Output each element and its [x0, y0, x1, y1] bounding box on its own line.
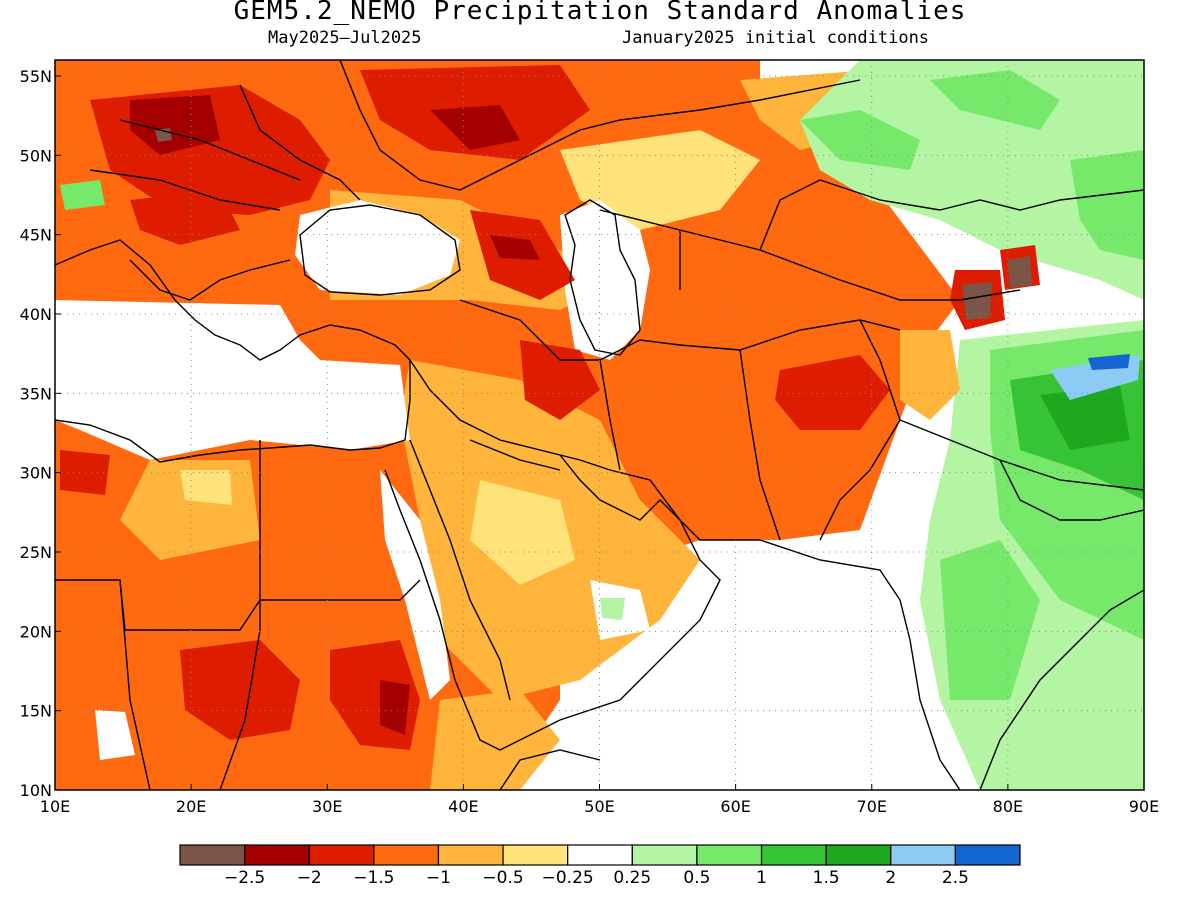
lat-tick-label: 20N — [20, 622, 52, 641]
colorbar-swatch — [308, 844, 375, 866]
lat-tick-label: 50N — [20, 146, 52, 165]
forecast-period: May2025–Jul2025 — [268, 28, 422, 48]
lon-tick-label: 20E — [176, 797, 206, 816]
map-title: GEM5.2_NEMO Precipitation Standard Anoma… — [233, 0, 967, 26]
colorbar-swatch — [373, 844, 440, 866]
colorbar-swatch — [437, 844, 504, 866]
colorbar-label: 0.25 — [613, 868, 651, 888]
colorbar-label: 2.5 — [942, 868, 969, 888]
lat-tick-label: 15N — [20, 702, 52, 721]
colorbar-label: −1 — [426, 868, 451, 888]
lon-tick-label: 40E — [448, 797, 478, 816]
lon-tick-label: 50E — [584, 797, 614, 816]
colorbar-label: 1 — [756, 868, 767, 888]
lat-tick-label: 25N — [20, 543, 52, 562]
colorbar-label: −0.25 — [542, 868, 594, 888]
initial-conditions: January2025 initial conditions — [622, 28, 930, 48]
colorbar-swatch — [502, 844, 569, 866]
colorbar-label: 2 — [885, 868, 896, 888]
colorbar-swatch — [179, 844, 246, 866]
lat-tick-label: 40N — [20, 305, 52, 324]
colorbar-label: −1.5 — [353, 868, 394, 888]
colorbar-label: 1.5 — [813, 868, 840, 888]
lat-tick-label: 45N — [20, 226, 52, 245]
colorbar-label: −0.5 — [482, 868, 523, 888]
lon-tick-label: 70E — [857, 797, 887, 816]
lat-tick-label: 30N — [20, 464, 52, 483]
lon-tick-label: 10E — [40, 797, 70, 816]
lon-tick-label: 80E — [993, 797, 1023, 816]
colorbar-label: 0.5 — [683, 868, 710, 888]
colorbar-swatch — [954, 844, 1021, 866]
anomaly-field — [55, 60, 1144, 790]
lat-tick-label: 10N — [20, 781, 52, 800]
colorbar-label: −2 — [297, 868, 322, 888]
colorbar-swatch — [696, 844, 763, 866]
lat-tick-label: 35N — [20, 384, 52, 403]
colorbar-swatch — [244, 844, 310, 866]
lon-tick-label: 60E — [720, 797, 750, 816]
colorbar-swatch — [567, 844, 633, 866]
colorbar-swatch — [760, 844, 827, 866]
colorbar-swatch — [825, 844, 892, 866]
lon-tick-label: 30E — [312, 797, 342, 816]
colorbar: −2.5 −2 −1.5 −1 −0.5 −0.25 0.25 0.5 1 1.5 2 2.5 — [179, 844, 1021, 888]
colorbar-swatch — [890, 844, 956, 866]
colorbar-label: −2.5 — [224, 868, 265, 888]
colorbar-swatch — [631, 844, 698, 866]
lon-tick-label: 90E — [1129, 797, 1159, 816]
lat-tick-label: 55N — [20, 67, 52, 86]
